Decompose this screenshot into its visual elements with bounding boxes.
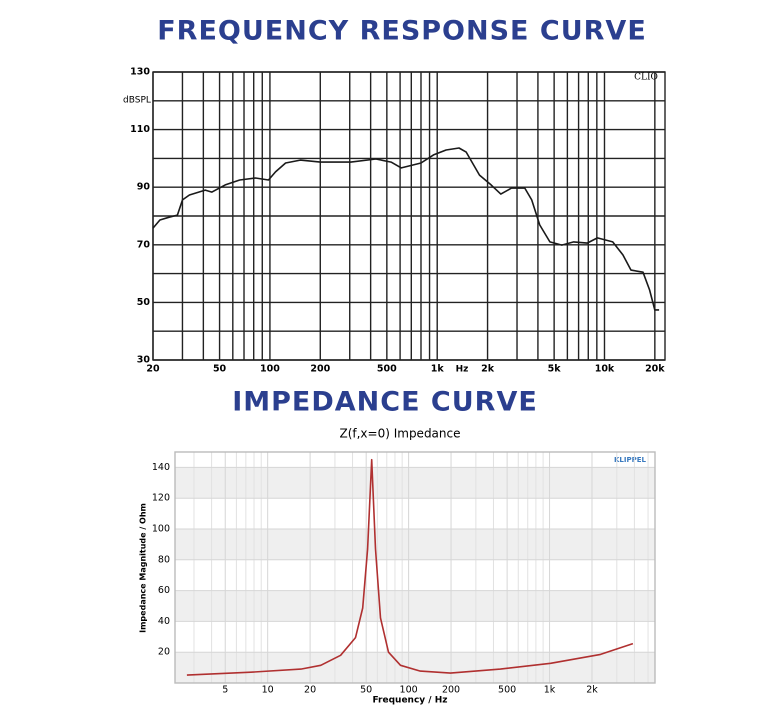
chart-subtitle: Z(f,x=0) Impedance bbox=[339, 427, 460, 441]
line bbox=[152, 147, 660, 311]
x-tick-label: 1k bbox=[544, 685, 556, 696]
y-tick-label: 70 bbox=[137, 239, 151, 250]
line bbox=[186, 458, 634, 676]
y-axis-label: Impedance Magnitude / Ohm bbox=[139, 503, 148, 633]
grid-band bbox=[175, 467, 655, 499]
x-tick-label: 2k bbox=[586, 685, 598, 696]
y-tick-label: 140 bbox=[152, 462, 170, 473]
y-tick-label: 80 bbox=[158, 554, 170, 565]
x-tick-label: 50 bbox=[213, 364, 227, 375]
x-axis-label: Hz bbox=[456, 365, 469, 375]
x-tick-label: 5k bbox=[548, 364, 562, 375]
grid-band bbox=[175, 590, 655, 622]
chart-title: FREQUENCY RESPONSE CURVE bbox=[157, 16, 647, 47]
x-tick-label: 100 bbox=[260, 364, 280, 375]
plot-frame bbox=[152, 71, 666, 361]
x-tick-label: 10 bbox=[262, 685, 274, 696]
x-axis-label: Frequency / Hz bbox=[372, 696, 447, 706]
x-tick-label: 5 bbox=[222, 685, 228, 696]
y-tick-label: 90 bbox=[137, 182, 151, 193]
y-tick-label: 50 bbox=[137, 297, 151, 308]
x-tick-label: 10k bbox=[595, 364, 615, 375]
y-tick-label: 30 bbox=[137, 355, 151, 366]
annotation: CLIO bbox=[634, 73, 658, 83]
grid-band bbox=[175, 652, 655, 683]
x-tick-label: 50 bbox=[360, 685, 372, 696]
x-tick-label: 500 bbox=[498, 685, 516, 696]
y-tick-label: 110 bbox=[130, 124, 150, 135]
y-tick-label: 130 bbox=[130, 67, 150, 78]
x-tick-label: 200 bbox=[442, 685, 460, 696]
plot-frame bbox=[174, 451, 656, 684]
y-tick-label: 40 bbox=[158, 616, 170, 627]
x-tick-label: 20 bbox=[146, 364, 160, 375]
chart-title: IMPEDANCE CURVE bbox=[232, 387, 538, 418]
x-tick-label: 500 bbox=[377, 364, 397, 375]
grid-band bbox=[175, 529, 655, 560]
x-tick-label: 20k bbox=[645, 364, 665, 375]
y-tick-label: 120 bbox=[152, 493, 170, 504]
annotation: KLIPPEL bbox=[614, 456, 647, 464]
y-tick-label: 20 bbox=[158, 647, 170, 658]
y-tick-label: 60 bbox=[158, 585, 170, 596]
y-tick-label: 100 bbox=[152, 524, 170, 535]
x-tick-label: 20 bbox=[304, 685, 316, 696]
y-axis-label: dBSPL bbox=[123, 96, 151, 106]
x-tick-label: 100 bbox=[400, 685, 418, 696]
x-tick-label: 2k bbox=[481, 364, 495, 375]
x-tick-label: 1k bbox=[431, 364, 445, 375]
x-tick-label: 200 bbox=[310, 364, 330, 375]
